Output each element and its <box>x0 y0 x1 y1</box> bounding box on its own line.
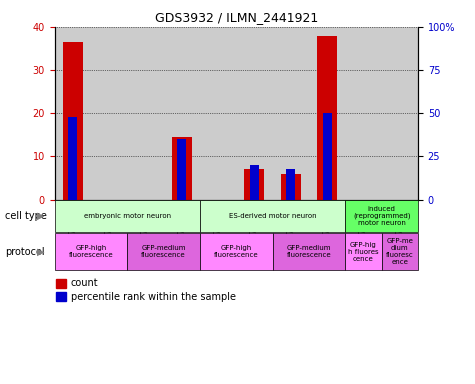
Text: GFP-high
fluorescence: GFP-high fluorescence <box>214 245 258 258</box>
Text: cell type: cell type <box>5 211 47 221</box>
Bar <box>177 139 186 200</box>
Bar <box>345 27 381 200</box>
Text: GFP-medium
fluorescence: GFP-medium fluorescence <box>287 245 331 258</box>
Text: GFP-high
fluorescence: GFP-high fluorescence <box>69 245 113 258</box>
Bar <box>63 42 83 200</box>
Bar <box>245 169 265 200</box>
Bar <box>200 233 273 270</box>
Text: induced
(reprogrammed)
motor neuron: induced (reprogrammed) motor neuron <box>353 206 410 226</box>
Bar <box>91 27 127 200</box>
Bar <box>273 233 345 270</box>
Text: embryonic motor neuron: embryonic motor neuron <box>84 213 171 219</box>
Bar <box>200 200 345 232</box>
Bar <box>286 169 295 200</box>
Bar <box>381 233 418 270</box>
Bar <box>317 36 337 200</box>
Text: GFP-medium
fluorescence: GFP-medium fluorescence <box>142 245 186 258</box>
Bar <box>68 117 77 200</box>
Bar <box>127 233 200 270</box>
Text: protocol: protocol <box>5 247 44 257</box>
Bar <box>309 27 345 200</box>
Bar <box>273 27 309 200</box>
Bar <box>381 27 418 200</box>
Bar <box>57 279 66 288</box>
Text: percentile rank within the sample: percentile rank within the sample <box>71 291 236 301</box>
Title: GDS3932 / ILMN_2441921: GDS3932 / ILMN_2441921 <box>155 11 318 24</box>
Text: GFP-me
dium
fluoresc
ence: GFP-me dium fluoresc ence <box>386 238 414 265</box>
Bar <box>236 27 273 200</box>
Bar <box>345 200 418 232</box>
Text: ES-derived motor neuron: ES-derived motor neuron <box>229 213 316 219</box>
Bar <box>281 174 301 200</box>
Text: ▶: ▶ <box>37 211 44 221</box>
Bar <box>163 27 200 200</box>
Bar <box>200 27 236 200</box>
Bar <box>55 200 200 232</box>
Bar <box>57 292 66 301</box>
Text: GFP-hig
h fluores
cence: GFP-hig h fluores cence <box>348 242 379 262</box>
Bar <box>323 113 332 200</box>
Bar <box>55 27 91 200</box>
Text: ▶: ▶ <box>37 247 44 257</box>
Bar <box>127 27 163 200</box>
Text: count: count <box>71 278 99 288</box>
Bar <box>172 137 192 200</box>
Bar <box>55 233 127 270</box>
Bar <box>345 233 381 270</box>
Bar <box>250 165 259 200</box>
